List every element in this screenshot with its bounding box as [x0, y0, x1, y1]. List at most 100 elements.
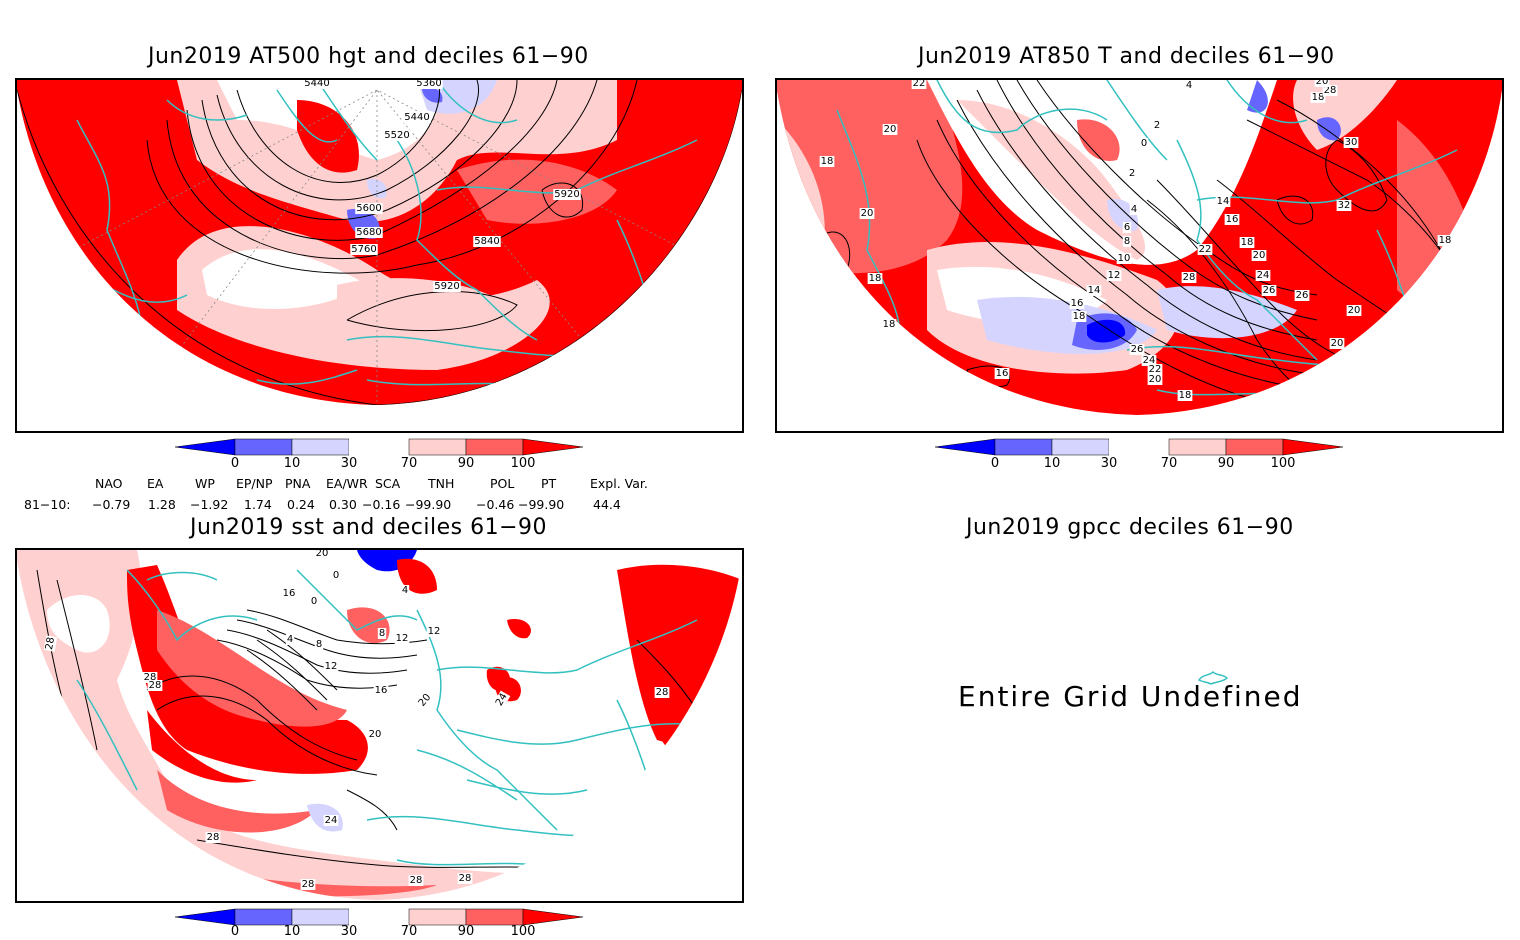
contour-label: 12	[325, 661, 338, 672]
contour-label: 14	[1088, 285, 1101, 296]
map-at850-svg: 22 20 18 20 18 18 4 2 0 2 4 6 8 10 12 14…	[777, 80, 1502, 415]
index-value: −0.16	[362, 497, 401, 512]
contour-label-box	[1069, 298, 1085, 309]
contour-label: 5440	[404, 112, 429, 123]
index-value: −0.79	[92, 497, 131, 512]
index-header: EP/NP	[236, 476, 273, 491]
contour-label: 26	[1296, 290, 1309, 301]
colorbar-tick: 10	[1043, 456, 1061, 471]
contour-label-box	[403, 112, 431, 123]
contour-label-box	[1437, 235, 1453, 246]
panel-title-at850: Jun2019 AT850 T and deciles 61−90	[918, 44, 1335, 69]
contour-label-box	[314, 550, 330, 559]
contour-label: 28	[207, 832, 220, 843]
contour-label: 28	[149, 680, 162, 691]
contour-label: 14	[1217, 196, 1230, 207]
colorbar-tick: 70	[400, 456, 418, 471]
contour-label-box	[1147, 374, 1163, 385]
contour-label: 10	[1118, 253, 1131, 264]
contour-label-box	[1251, 250, 1267, 261]
contour-label: 4	[287, 634, 293, 645]
contour-label: 5920	[554, 189, 579, 200]
contour-label-box	[367, 729, 383, 740]
colorbar-tick: 70	[400, 924, 418, 939]
colorbar-at500: 0 10 30 70 90 100	[174, 438, 585, 478]
contour-label: 28	[1183, 272, 1196, 283]
contour-label: 22	[1199, 244, 1212, 255]
contour-label-box	[383, 130, 411, 141]
contour-label-box	[457, 873, 473, 884]
contour-label-box	[205, 832, 221, 843]
colorbar-at850: 0 10 30 70 90 100	[934, 438, 1345, 478]
index-header: EA	[147, 476, 164, 491]
contour-label: 18	[1073, 311, 1086, 322]
index-header: PNA	[285, 476, 311, 491]
index-header: NAO	[95, 476, 123, 491]
contour-label-box	[1224, 214, 1240, 225]
contour-label-box	[1336, 200, 1352, 211]
contour-label: 24	[325, 815, 338, 826]
contour-label-box	[426, 626, 442, 637]
contour-label: 18	[821, 156, 834, 167]
contour-label-box	[1177, 390, 1193, 401]
contour-label-box	[1122, 236, 1132, 247]
contour-label-box	[994, 368, 1010, 379]
contour-label: 2	[1154, 120, 1160, 131]
contour-label-box	[1116, 253, 1132, 264]
index-value: −99.90	[518, 497, 565, 512]
contour-label: 28	[44, 636, 57, 650]
contour-label: 20	[884, 124, 897, 135]
contour-label: 26	[1263, 285, 1276, 296]
contour-label-box	[1071, 311, 1087, 322]
contour-label: 8	[316, 639, 322, 650]
contour-label-box	[1322, 85, 1338, 96]
contour-label: 4	[1186, 80, 1192, 91]
index-value: 0.24	[287, 497, 315, 512]
contour-label-box	[281, 588, 297, 599]
contour-label-box	[1122, 222, 1132, 233]
colorbar-tick: 90	[457, 924, 475, 939]
contour-label: 16	[1226, 214, 1239, 225]
contour-label: 28	[656, 687, 669, 698]
contour-label-box	[1086, 285, 1102, 296]
contour-label: 4	[1131, 204, 1137, 215]
contour-label-box	[355, 203, 383, 214]
contour-label: 28	[459, 873, 472, 884]
index-header: POL	[490, 476, 515, 491]
gpcc-scribble	[1197, 670, 1229, 685]
contour-label-box	[1141, 355, 1157, 366]
contour-label: 20	[1331, 338, 1344, 349]
contour-label-box	[1261, 285, 1277, 296]
panel-title-gpcc: Jun2019 gpcc deciles 61−90	[966, 515, 1294, 540]
contour-label-box	[881, 319, 897, 330]
contour-label: 18	[1439, 235, 1452, 246]
index-row-label: 81−10:	[24, 497, 71, 512]
contour-label-box	[285, 634, 295, 645]
colorbar-tick: 100	[510, 924, 536, 939]
contour-label-box	[43, 635, 58, 652]
contour-label-box	[1215, 196, 1231, 207]
colorbar-tick: 100	[1270, 456, 1296, 471]
contour-label-box	[303, 80, 331, 89]
contour-label: 24	[1143, 355, 1156, 366]
contour-label-box	[331, 570, 341, 581]
contour-label-box	[493, 690, 511, 709]
colorbar-sst-svg	[174, 908, 584, 926]
contour-label: 30	[1345, 137, 1358, 148]
contour-label: 28	[302, 879, 315, 890]
contour-labels-at850: 22 20 18 20 18 18 4 2 0 2 4 6 8 10 12 14…	[819, 80, 1453, 401]
contour-label: 18	[1312, 92, 1325, 103]
contour-label: 28	[1324, 85, 1337, 96]
contour-label: 5360	[416, 80, 441, 89]
index-header: EA/WR	[326, 476, 368, 491]
contour-label: 12	[1108, 270, 1121, 281]
contour-label: 5440	[304, 80, 329, 89]
contour-label-box	[394, 633, 410, 644]
map-at500: 5440 5360 5440 5520 5600 5680 5760 5840 …	[15, 78, 744, 433]
contour-label-box	[377, 628, 387, 639]
map-sst-svg: 28 28 28 4 8 12 16 20 20 24 28 28 28 28 …	[17, 550, 742, 900]
contour-label-box	[1197, 244, 1213, 255]
contour-label-box	[415, 80, 443, 89]
colorbar-tick: 0	[990, 456, 1000, 471]
gpcc-undefined-message: Entire Grid Undefined	[958, 680, 1303, 713]
